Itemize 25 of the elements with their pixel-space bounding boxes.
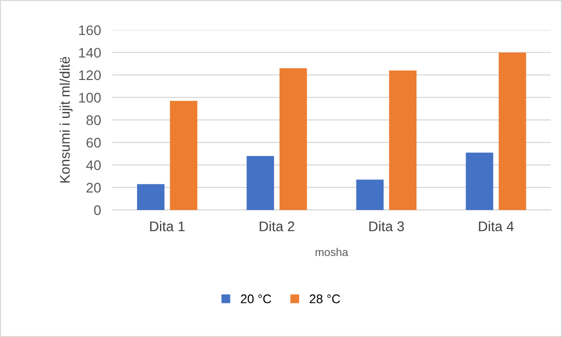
y-tick-label: 80 — [86, 115, 101, 126]
x-tick-label: Dita 4 — [478, 221, 514, 232]
x-tick-label: Dita 3 — [369, 221, 404, 232]
y-tick-label: 40 — [86, 160, 101, 170]
bar — [246, 156, 274, 210]
bar — [389, 70, 417, 210]
y-tick-label: 140 — [79, 48, 101, 58]
x-tick-label: Dita 2 — [260, 221, 294, 232]
bar — [137, 184, 164, 210]
y-tick-label: 20 — [86, 182, 101, 193]
y-axis-title: Konsumi i ujit ml/ditë — [60, 56, 73, 183]
bar — [466, 152, 494, 210]
y-tick-label: 0 — [94, 205, 101, 216]
legend-label: 28 °C — [310, 294, 340, 304]
bar — [498, 52, 526, 210]
y-tick-label: 160 — [79, 25, 101, 36]
x-tick-label: Dita 1 — [150, 221, 185, 232]
bar — [170, 100, 198, 210]
bar — [280, 68, 307, 210]
y-tick-label: 60 — [86, 138, 101, 148]
y-tick-label: 120 — [79, 70, 101, 80]
x-axis-title: mosha — [316, 248, 348, 256]
bar — [356, 180, 384, 210]
legend-label: 20 °C — [240, 294, 272, 304]
y-tick-label: 100 — [79, 92, 101, 103]
